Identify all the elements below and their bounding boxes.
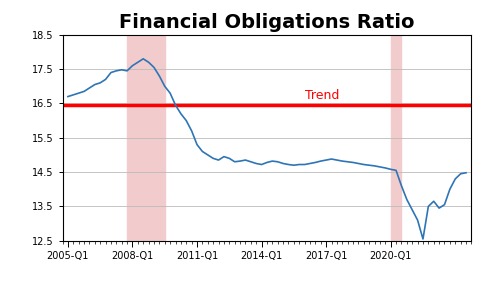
Text: Trend: Trend	[304, 89, 338, 102]
Bar	[390, 35, 401, 241]
Bar	[127, 35, 165, 241]
Title: Financial Obligations Ratio: Financial Obligations Ratio	[119, 13, 414, 32]
